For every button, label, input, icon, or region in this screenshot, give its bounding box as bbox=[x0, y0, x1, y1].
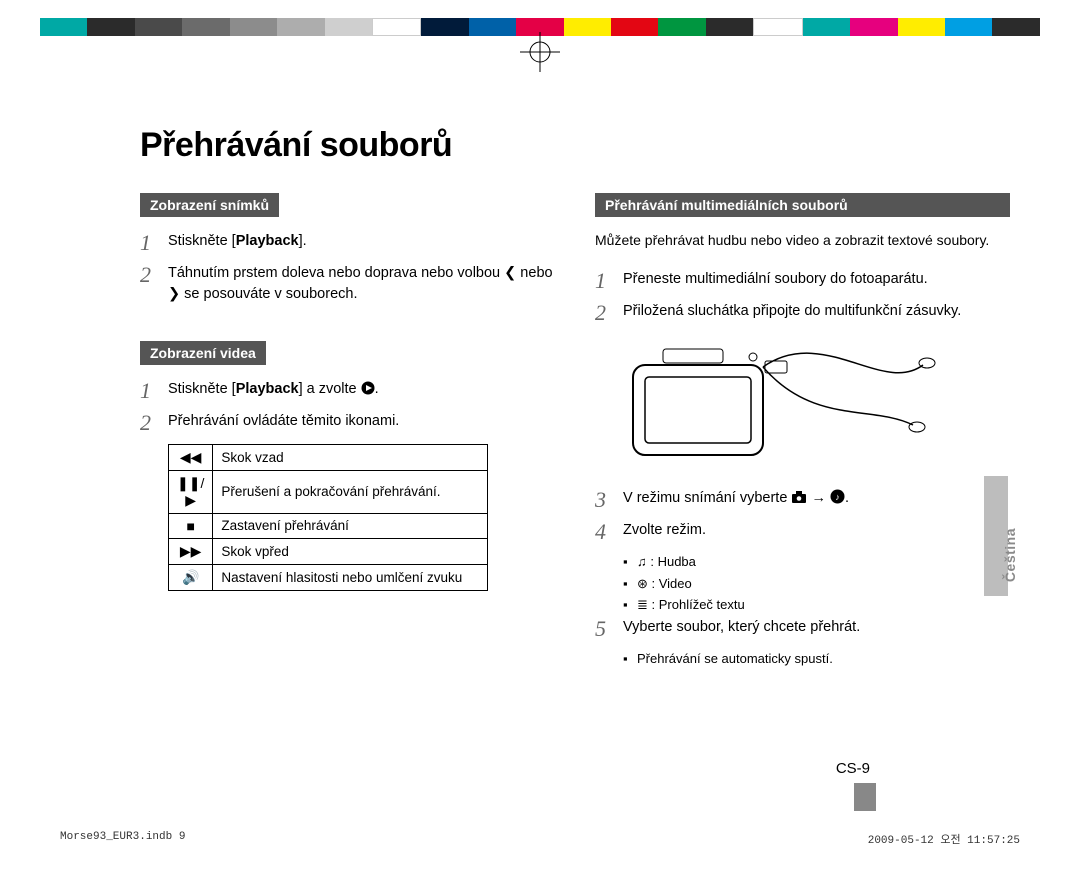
table-row: ■Zastavení přehrávání bbox=[169, 513, 488, 538]
step-2-video: 2 Přehrávání ovládáte těmito ikonami. bbox=[140, 411, 555, 435]
step-number: 5 bbox=[595, 617, 623, 641]
section-header-multimedia: Přehrávání multimediálních souborů bbox=[595, 193, 1010, 217]
step-2-mm: 2 Přiložená sluchátka připojte do multif… bbox=[595, 301, 1010, 325]
page-title: Přehrávání souborů bbox=[140, 126, 1010, 165]
icon-cell: ❚❚/▶ bbox=[169, 470, 213, 513]
step-1-video: 1 Stiskněte [Playback] a zvolte . bbox=[140, 379, 555, 403]
multimedia-intro: Můžete přehrávat hudbu nebo video a zobr… bbox=[595, 231, 1010, 251]
table-row: ▶▶Skok vpřed bbox=[169, 538, 488, 564]
icon-label-cell: Nastavení hlasitosti nebo umlčení zvuku bbox=[213, 564, 488, 590]
footer-file: Morse93_EUR3.indb 9 bbox=[60, 831, 185, 847]
icon-cell: ▶▶ bbox=[169, 538, 213, 564]
language-label: Čeština bbox=[1002, 528, 1018, 582]
page-marker-block bbox=[854, 783, 876, 811]
icon-label-cell: Skok vpřed bbox=[213, 538, 488, 564]
camera-headphones-illustration bbox=[623, 335, 1010, 470]
step-4-mm: 4 Zvolte režim. bbox=[595, 520, 1010, 544]
step-number: 4 bbox=[595, 520, 623, 544]
section-header-viewing-photos: Zobrazení snímků bbox=[140, 193, 279, 217]
step-number: 2 bbox=[140, 411, 168, 435]
list-item: ▪≣ : Prohlížeč textu bbox=[623, 595, 1010, 615]
multimedia-icon: ♪ bbox=[830, 489, 845, 511]
step-1-mm: 1 Přeneste multimediální soubory do foto… bbox=[595, 269, 1010, 293]
step-number: 1 bbox=[140, 231, 168, 255]
left-column: Zobrazení snímků 1 Stiskněte [Playback].… bbox=[140, 193, 555, 671]
mode-list: ▪♫ : Hudba▪⊛ : Video▪≣ : Prohlížeč textu bbox=[623, 552, 1010, 615]
list-item: ▪⊛ : Video bbox=[623, 574, 1010, 594]
print-footer: Morse93_EUR3.indb 9 2009-05-12 오전 11:57:… bbox=[0, 831, 1080, 847]
step-1-photos: 1 Stiskněte [Playback]. bbox=[140, 231, 555, 255]
svg-text:♪: ♪ bbox=[835, 492, 840, 502]
icon-label-cell: Přerušení a pokračování přehrávání. bbox=[213, 470, 488, 513]
table-row: 🔊Nastavení hlasitosti nebo umlčení zvuku bbox=[169, 564, 488, 590]
list-item: ▪♫ : Hudba bbox=[623, 552, 1010, 572]
step-3-mm: 3 V režimu snímání vyberte → ♪. bbox=[595, 488, 1010, 512]
footer-timestamp: 2009-05-12 오전 11:57:25 bbox=[868, 831, 1020, 847]
step-number: 1 bbox=[140, 379, 168, 403]
camera-icon bbox=[791, 490, 807, 511]
play-circle-icon bbox=[361, 381, 375, 402]
section-header-viewing-video: Zobrazení videa bbox=[140, 341, 266, 365]
icon-cell: ◀◀ bbox=[169, 444, 213, 470]
step-number: 2 bbox=[140, 263, 168, 305]
step-number: 1 bbox=[595, 269, 623, 293]
page-number: CS-9 bbox=[836, 760, 870, 777]
step-number: 2 bbox=[595, 301, 623, 325]
icon-label-cell: Zastavení přehrávání bbox=[213, 513, 488, 538]
table-row: ❚❚/▶Přerušení a pokračování přehrávání. bbox=[169, 470, 488, 513]
step-2-photos: 2 Táhnutím prstem doleva nebo doprava ne… bbox=[140, 263, 555, 305]
step-number: 3 bbox=[595, 488, 623, 512]
step-5-mm: 5 Vyberte soubor, který chcete přehrát. bbox=[595, 617, 1010, 641]
registration-mark-top bbox=[520, 32, 560, 72]
icon-cell: ■ bbox=[169, 513, 213, 538]
table-row: ◀◀Skok vzad bbox=[169, 444, 488, 470]
icon-cell: 🔊 bbox=[169, 564, 213, 590]
icon-label-cell: Skok vzad bbox=[213, 444, 488, 470]
right-column: Přehrávání multimediálních souborů Můžet… bbox=[595, 193, 1010, 671]
step-5-sub: ▪Přehrávání se automaticky spustí. bbox=[623, 649, 1010, 669]
playback-icons-table: ◀◀Skok vzad❚❚/▶Přerušení a pokračování p… bbox=[168, 444, 488, 591]
